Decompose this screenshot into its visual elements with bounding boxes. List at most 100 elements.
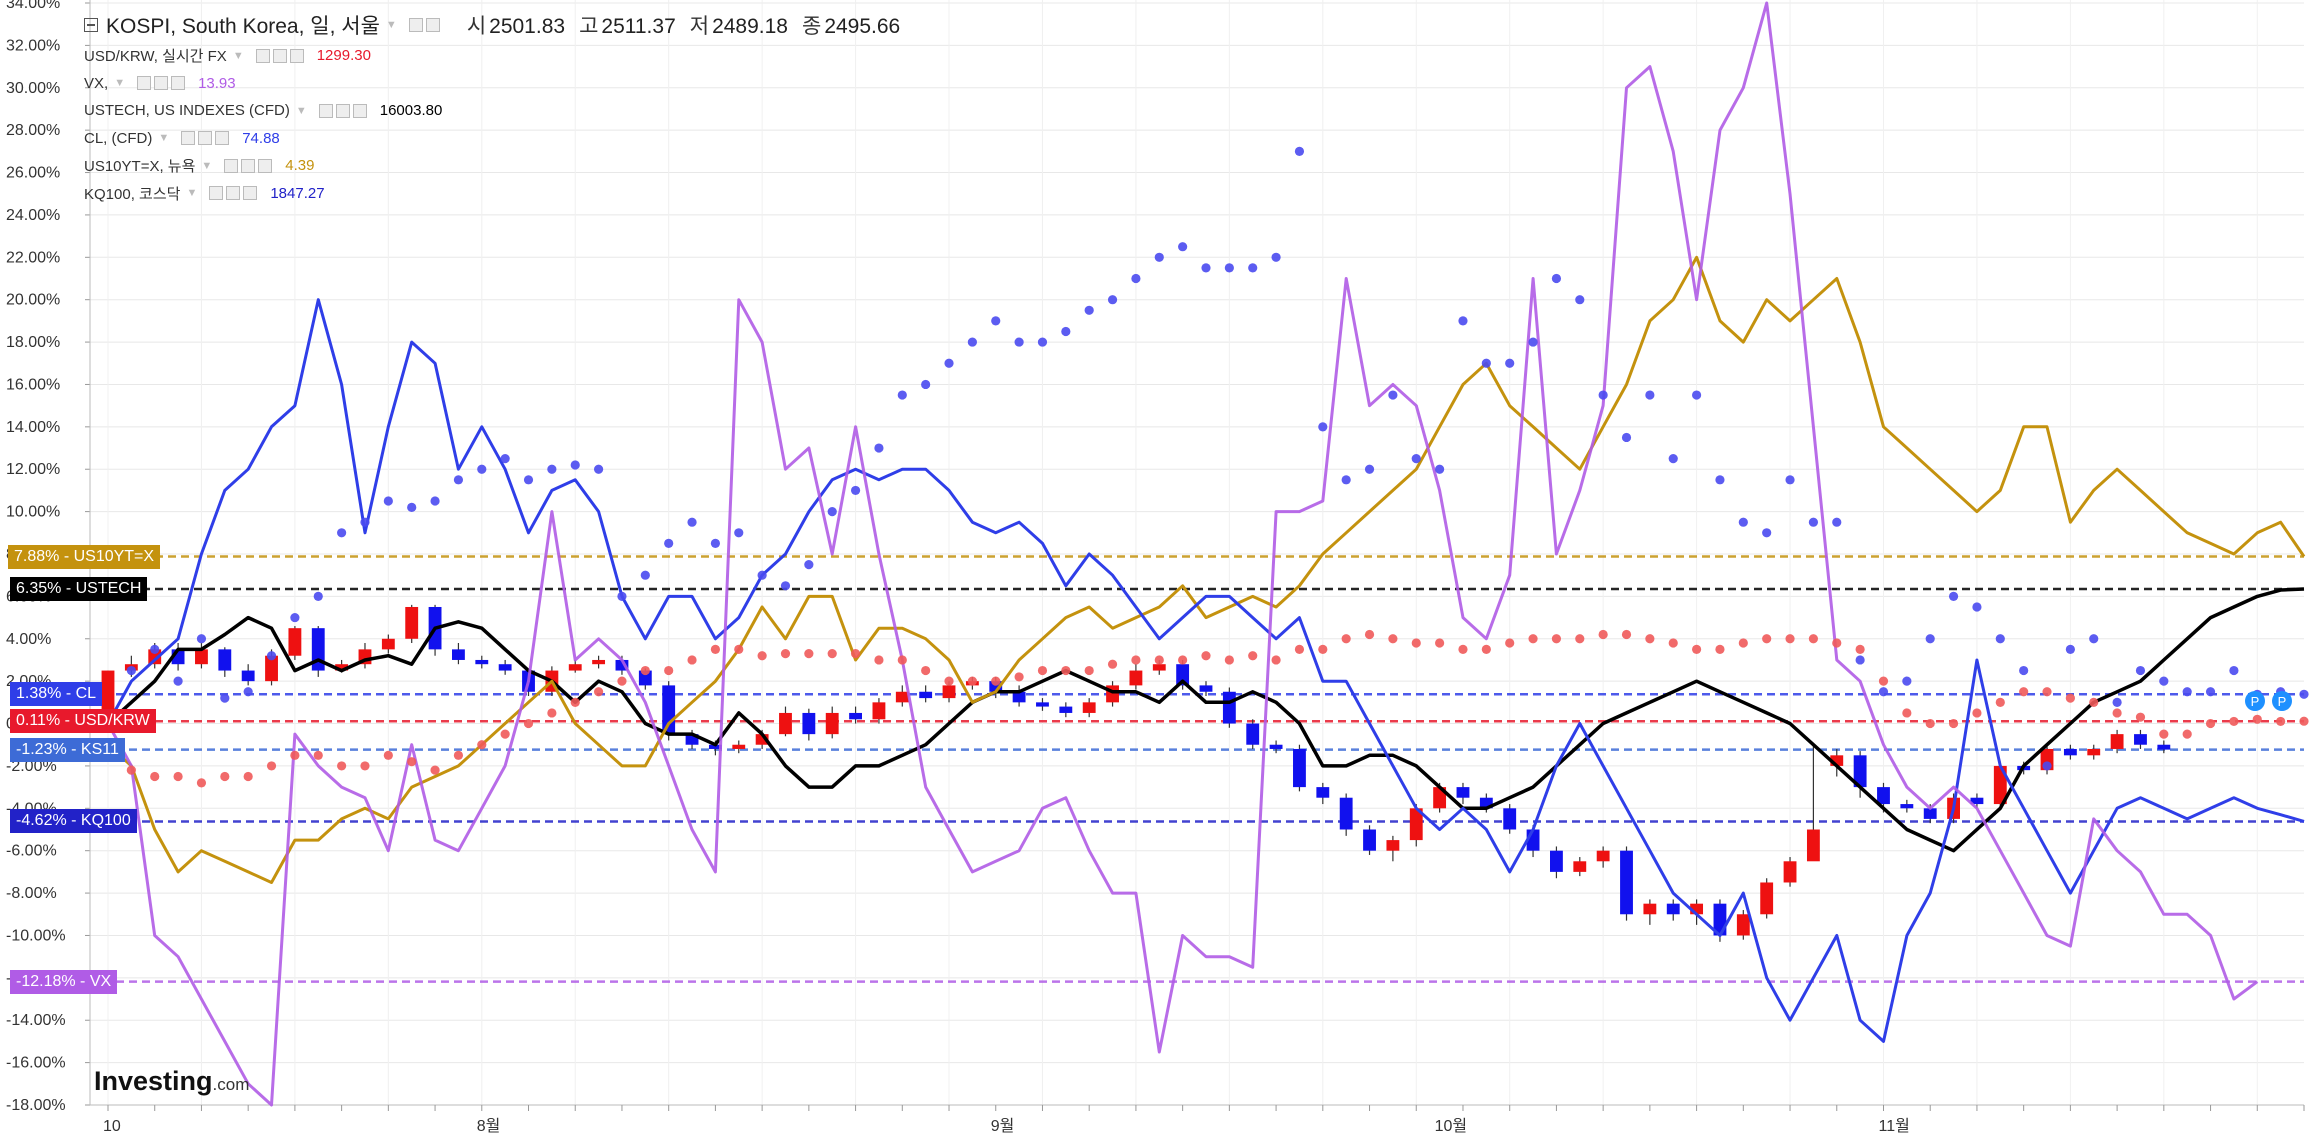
series-dot-kq100 — [1224, 263, 1234, 273]
candle-body — [1409, 808, 1423, 841]
settings-icon[interactable] — [181, 131, 196, 146]
legend-symbol-name[interactable]: VX, — [84, 74, 109, 92]
y-tick-label: 16.00% — [6, 376, 60, 393]
series-dot-usd-krw — [1341, 634, 1351, 644]
legend-controls[interactable] — [224, 158, 275, 173]
series-dot-kq100 — [850, 485, 861, 496]
series-dot-usd-krw — [897, 655, 907, 665]
close-icon[interactable] — [215, 131, 230, 146]
legend-controls[interactable] — [209, 186, 260, 201]
legend-row[interactable]: US10YT=X, 뉴욕 ▼ 4.39 — [84, 152, 900, 180]
value-tag: -1.23% - KS11 — [10, 737, 125, 762]
ohlc-low: 저 2489.18 — [689, 15, 788, 38]
legend-row[interactable]: CL, (CFD) ▼ 74.88 — [84, 125, 900, 153]
series-dot-kq100 — [874, 443, 884, 453]
series-dot-usd-krw — [266, 761, 277, 771]
series-dot-kq100 — [1294, 146, 1305, 156]
close-icon[interactable] — [289, 48, 304, 63]
gear-icon[interactable] — [198, 131, 213, 146]
legend-row[interactable]: USTECH, US INDEXES (CFD) ▼ 16003.80 — [84, 97, 900, 125]
candle-body — [475, 659, 489, 665]
series-dot-usd-krw — [313, 750, 323, 760]
legend-row[interactable]: VX, ▼ 13.93 — [84, 70, 900, 98]
legend-symbol-name[interactable]: KQ100, 코스닥 — [84, 185, 181, 203]
settings-icon[interactable] — [224, 158, 239, 173]
series-dot-kq100 — [897, 390, 907, 400]
y-tick-label: 30.00% — [6, 80, 60, 97]
series-dot-usd-krw — [1178, 655, 1188, 665]
series-dot-usd-krw — [173, 771, 183, 782]
series-line-cl — [106, 298, 2305, 1043]
series-dot-usd-krw — [944, 676, 954, 686]
ohlc-close: 종 2495.66 — [802, 15, 901, 38]
ks11-candles — [101, 604, 2171, 942]
candle-body — [662, 685, 676, 735]
gear-icon[interactable] — [241, 158, 256, 173]
chevron-down-icon[interactable]: ▼ — [158, 132, 170, 145]
value-tag: 0.11% - USD/KRW — [10, 709, 156, 734]
legend-symbol-name[interactable]: CL, (CFD) — [84, 129, 153, 147]
settings-icon[interactable] — [408, 18, 423, 32]
chevron-down-icon[interactable]: ▼ — [385, 19, 397, 31]
gear-icon[interactable] — [272, 48, 287, 63]
series-dot-usd-krw — [991, 676, 1001, 686]
series-dot-usd-krw — [453, 750, 464, 760]
gear-icon[interactable] — [226, 186, 241, 201]
settings-icon[interactable] — [209, 186, 224, 201]
candle-body — [849, 712, 862, 720]
series-dot-usd-krw — [1925, 718, 1935, 729]
series-dot-kq100 — [1738, 517, 1748, 527]
legend-controls[interactable] — [181, 131, 232, 146]
chevron-down-icon[interactable]: ▼ — [201, 159, 213, 172]
chevron-down-icon[interactable]: ▼ — [295, 104, 307, 117]
chevron-down-icon[interactable]: ▼ — [114, 77, 126, 90]
settings-icon[interactable] — [255, 48, 270, 63]
series-dot-usd-krw — [1762, 634, 1772, 644]
series-dot-usd-krw — [967, 676, 977, 686]
legend-controls[interactable] — [408, 18, 443, 32]
candle-body — [1433, 787, 1447, 809]
legend-row[interactable]: USD/KRW, 실시간 FX ▼ 1299.30 — [84, 42, 900, 70]
series-dot-kq100 — [1855, 655, 1865, 665]
series-line-ustech — [106, 587, 2305, 853]
y-tick-label: 4.00% — [6, 631, 51, 648]
series-dot-kq100 — [1691, 390, 1702, 400]
close-icon[interactable] — [171, 76, 186, 91]
close-icon[interactable] — [258, 158, 273, 173]
legend-symbol-name[interactable]: US10YT=X, 뉴욕 — [84, 158, 196, 176]
series-dot-usd-krw — [1201, 651, 1211, 661]
series-dot-usd-krw — [2229, 716, 2239, 727]
candle-body — [638, 670, 652, 686]
series-dot-usd-krw — [1715, 644, 1725, 654]
gear-icon[interactable] — [154, 76, 169, 91]
series-dot-kq100 — [2205, 687, 2216, 697]
close-icon[interactable] — [243, 186, 258, 201]
y-tick-label: -14.00% — [6, 1012, 66, 1029]
candle-body — [405, 606, 419, 639]
chevron-down-icon[interactable]: ▼ — [232, 49, 244, 62]
legend-symbol-name[interactable]: USTECH, US INDEXES (CFD) — [84, 102, 290, 120]
legend-controls[interactable] — [318, 103, 370, 118]
close-icon[interactable] — [352, 103, 367, 118]
candle-body — [288, 628, 302, 656]
gear-icon[interactable] — [335, 103, 350, 118]
settings-icon[interactable] — [318, 103, 333, 118]
main-symbol-title[interactable]: KOSPI, South Korea, 일, 서울 — [106, 15, 380, 38]
gear-icon[interactable] — [425, 18, 440, 32]
candle-body — [1620, 850, 1633, 915]
candle-body — [1503, 808, 1517, 830]
value-tag: -4.62% - KQ100 — [10, 809, 137, 834]
legend-controls[interactable] — [137, 76, 188, 91]
chevron-down-icon[interactable]: ▼ — [186, 187, 198, 200]
collapse-icon[interactable] — [84, 18, 98, 32]
settings-icon[interactable] — [137, 76, 152, 91]
series-dot-kq100 — [2065, 644, 2075, 654]
legend-symbol-name[interactable]: USD/KRW, 실시간 FX — [84, 48, 227, 66]
series-dot-kq100 — [1785, 475, 1795, 485]
series-dot-usd-krw — [523, 718, 534, 729]
legend-row[interactable]: KQ100, 코스닥 ▼ 1847.27 — [84, 180, 900, 208]
legend-controls[interactable] — [255, 48, 307, 63]
candle-body — [2063, 748, 2077, 756]
candle-body — [872, 702, 886, 720]
